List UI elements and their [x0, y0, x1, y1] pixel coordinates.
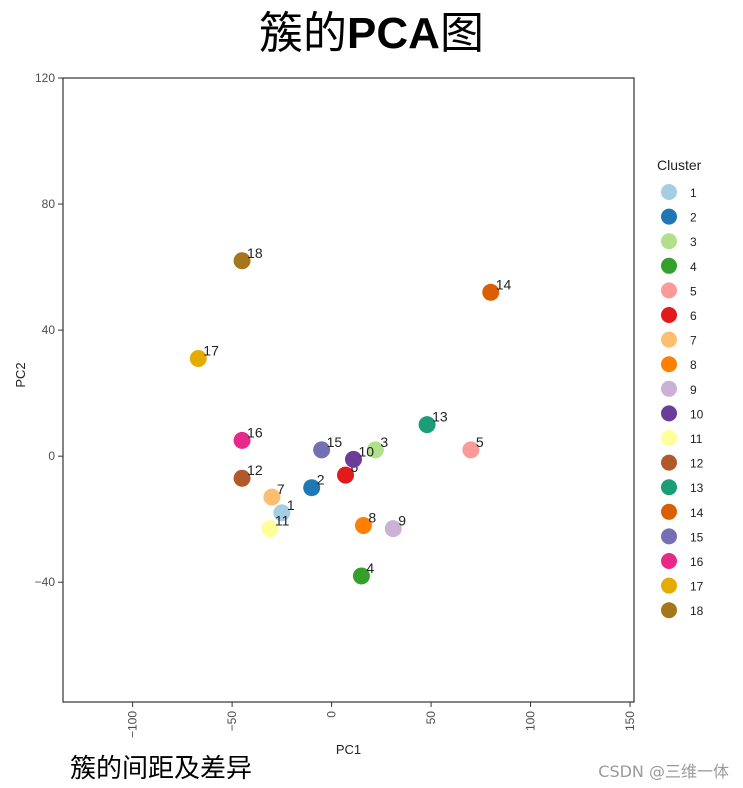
- legend-swatch: [661, 553, 677, 569]
- data-point: [344, 450, 362, 468]
- point-label: 10: [358, 443, 374, 459]
- legend-label: 14: [690, 506, 704, 520]
- point-label: 11: [275, 513, 290, 529]
- point-label: 3: [380, 434, 388, 450]
- point-label: 14: [496, 276, 512, 292]
- point-label: 18: [247, 245, 263, 261]
- y-tick-label: 120: [35, 71, 55, 85]
- data-point: [233, 469, 251, 487]
- point-label: 2: [317, 472, 325, 488]
- point-label: 7: [277, 481, 285, 497]
- data-point: [263, 488, 281, 506]
- data-point: [482, 283, 500, 301]
- x-axis-label: PC1: [336, 742, 361, 757]
- legend-title: Cluster: [657, 157, 702, 173]
- y-axis-label: PC2: [13, 362, 28, 387]
- legend-label: 9: [690, 383, 697, 397]
- x-tick-label: 100: [524, 711, 538, 731]
- x-tick-label: 50: [424, 711, 438, 725]
- legend-label: 8: [690, 358, 697, 372]
- legend-label: 4: [690, 260, 697, 274]
- caption: 簇的间距及差异: [70, 754, 253, 784]
- data-point: [418, 416, 436, 434]
- legend-swatch: [661, 380, 677, 397]
- x-tick-label: −50: [225, 711, 239, 732]
- point-label: 13: [432, 409, 448, 425]
- legend-swatch: [661, 307, 677, 323]
- y-tick-label: 40: [42, 323, 56, 337]
- legend-swatch: [661, 405, 677, 422]
- legend-label: 7: [690, 334, 697, 348]
- legend-label: 1: [690, 186, 697, 200]
- legend-label: 6: [690, 309, 697, 323]
- legend-swatch: [661, 528, 677, 545]
- data-point: [313, 441, 331, 459]
- chart-title-main: 簇的: [259, 8, 348, 59]
- y-tick-label: 0: [48, 449, 55, 463]
- legend-label: 2: [690, 211, 697, 225]
- legend-label: 18: [690, 604, 704, 618]
- data-point: [462, 441, 480, 459]
- legend-swatch: [661, 479, 677, 496]
- watermark: CSDN @三维一体: [598, 762, 729, 781]
- legend-swatch: [661, 356, 677, 373]
- data-point: [352, 567, 370, 585]
- legend-label: 10: [690, 407, 704, 421]
- point-label: 5: [476, 434, 484, 450]
- legend-swatch: [661, 233, 677, 250]
- x-tick-label: 0: [325, 711, 339, 718]
- point-label: 16: [247, 424, 263, 440]
- plot-frame: [62, 77, 635, 703]
- y-tick-label: 80: [42, 197, 56, 211]
- legend-swatch: [661, 454, 677, 471]
- data-point: [261, 520, 279, 538]
- data-point: [366, 441, 384, 459]
- data-point: [384, 520, 402, 538]
- legend-label: 16: [690, 555, 704, 569]
- legend-swatch: [661, 602, 677, 619]
- legend-swatch: [661, 503, 677, 520]
- x-tick-label: −100: [126, 711, 140, 738]
- point-label: 12: [247, 462, 263, 478]
- point-label: 1: [287, 497, 295, 513]
- legend-swatch: [661, 257, 677, 274]
- legend-label: 3: [690, 235, 697, 249]
- data-point: [233, 252, 251, 270]
- x-tick-label: 150: [623, 711, 637, 731]
- data-point: [303, 479, 321, 497]
- point-label: 15: [327, 434, 343, 450]
- legend-label: 12: [690, 457, 704, 471]
- data-point: [189, 349, 207, 367]
- y-tick-label: −40: [35, 575, 56, 589]
- point-label: 9: [398, 513, 406, 529]
- data-point: [354, 517, 372, 535]
- legend-label: 11: [690, 432, 703, 446]
- data-point: [273, 504, 291, 522]
- chart-title: 簇的PCA图: [0, 4, 743, 64]
- point-label: 17: [203, 342, 219, 358]
- data-point: [337, 466, 355, 484]
- legend-swatch: [661, 331, 677, 348]
- legend-label: 17: [690, 580, 704, 594]
- legend-label: 15: [690, 530, 704, 544]
- point-label: 4: [366, 560, 374, 576]
- legend-swatch: [661, 208, 677, 225]
- data-point: [233, 431, 251, 449]
- chart-title-bold: PCA: [347, 9, 440, 58]
- legend-swatch: [661, 184, 677, 200]
- legend-label: 5: [690, 284, 697, 298]
- legend-swatch: [661, 430, 677, 446]
- chart-title-tail: 图: [439, 8, 484, 59]
- point-label: 8: [368, 510, 376, 526]
- legend-label: 13: [690, 481, 704, 495]
- legend-swatch: [661, 282, 677, 299]
- legend-swatch: [661, 577, 677, 594]
